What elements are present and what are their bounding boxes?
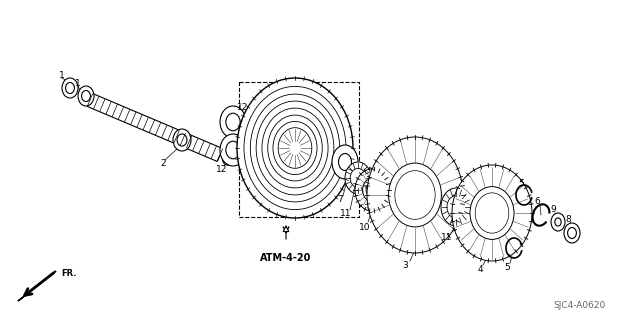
Text: 2: 2: [160, 159, 166, 167]
Ellipse shape: [398, 175, 432, 215]
Text: SJC4-A0620: SJC4-A0620: [554, 300, 606, 309]
Ellipse shape: [226, 113, 240, 131]
Bar: [239, 82, 359, 217]
Text: 1: 1: [59, 70, 65, 79]
Ellipse shape: [452, 165, 532, 261]
Ellipse shape: [220, 106, 246, 138]
Ellipse shape: [388, 163, 442, 227]
Ellipse shape: [220, 134, 246, 166]
Ellipse shape: [367, 137, 463, 253]
Ellipse shape: [268, 115, 323, 181]
Ellipse shape: [62, 78, 78, 98]
Text: 7: 7: [337, 196, 343, 204]
Polygon shape: [18, 271, 56, 301]
Ellipse shape: [177, 134, 187, 146]
Text: 3: 3: [402, 261, 408, 270]
Ellipse shape: [447, 196, 465, 219]
Text: ATM-4-20: ATM-4-20: [260, 253, 312, 263]
Ellipse shape: [478, 196, 506, 230]
Ellipse shape: [395, 171, 435, 219]
Polygon shape: [87, 93, 223, 161]
Text: FR.: FR.: [61, 269, 77, 278]
Ellipse shape: [65, 83, 74, 93]
Ellipse shape: [82, 91, 90, 101]
Ellipse shape: [470, 187, 514, 239]
Text: 5: 5: [504, 263, 510, 272]
Text: 12: 12: [216, 166, 228, 174]
Ellipse shape: [250, 94, 340, 202]
Ellipse shape: [564, 223, 580, 243]
Text: 11: 11: [340, 210, 352, 219]
Text: 1: 1: [75, 78, 81, 87]
Ellipse shape: [475, 193, 509, 233]
Text: 4: 4: [477, 265, 483, 275]
Text: 11: 11: [441, 234, 452, 242]
Ellipse shape: [441, 188, 471, 226]
Ellipse shape: [366, 183, 378, 197]
Ellipse shape: [551, 213, 565, 231]
Text: 10: 10: [359, 222, 371, 232]
Ellipse shape: [555, 218, 561, 226]
Text: 8: 8: [565, 216, 571, 225]
Ellipse shape: [363, 178, 381, 202]
Ellipse shape: [226, 141, 240, 159]
Ellipse shape: [78, 86, 94, 106]
Ellipse shape: [244, 86, 346, 210]
Ellipse shape: [256, 101, 334, 195]
Ellipse shape: [339, 153, 351, 170]
Ellipse shape: [345, 162, 371, 194]
Ellipse shape: [568, 227, 577, 239]
Ellipse shape: [355, 169, 389, 211]
Ellipse shape: [278, 128, 312, 168]
Ellipse shape: [262, 108, 328, 188]
Text: 12: 12: [237, 102, 249, 112]
Ellipse shape: [222, 151, 232, 165]
Ellipse shape: [332, 145, 358, 179]
Text: 9: 9: [550, 205, 556, 214]
Text: 6: 6: [534, 197, 540, 206]
Ellipse shape: [273, 122, 317, 174]
Ellipse shape: [173, 129, 191, 151]
Ellipse shape: [237, 78, 353, 218]
Text: 5: 5: [518, 179, 524, 188]
Ellipse shape: [350, 168, 366, 188]
